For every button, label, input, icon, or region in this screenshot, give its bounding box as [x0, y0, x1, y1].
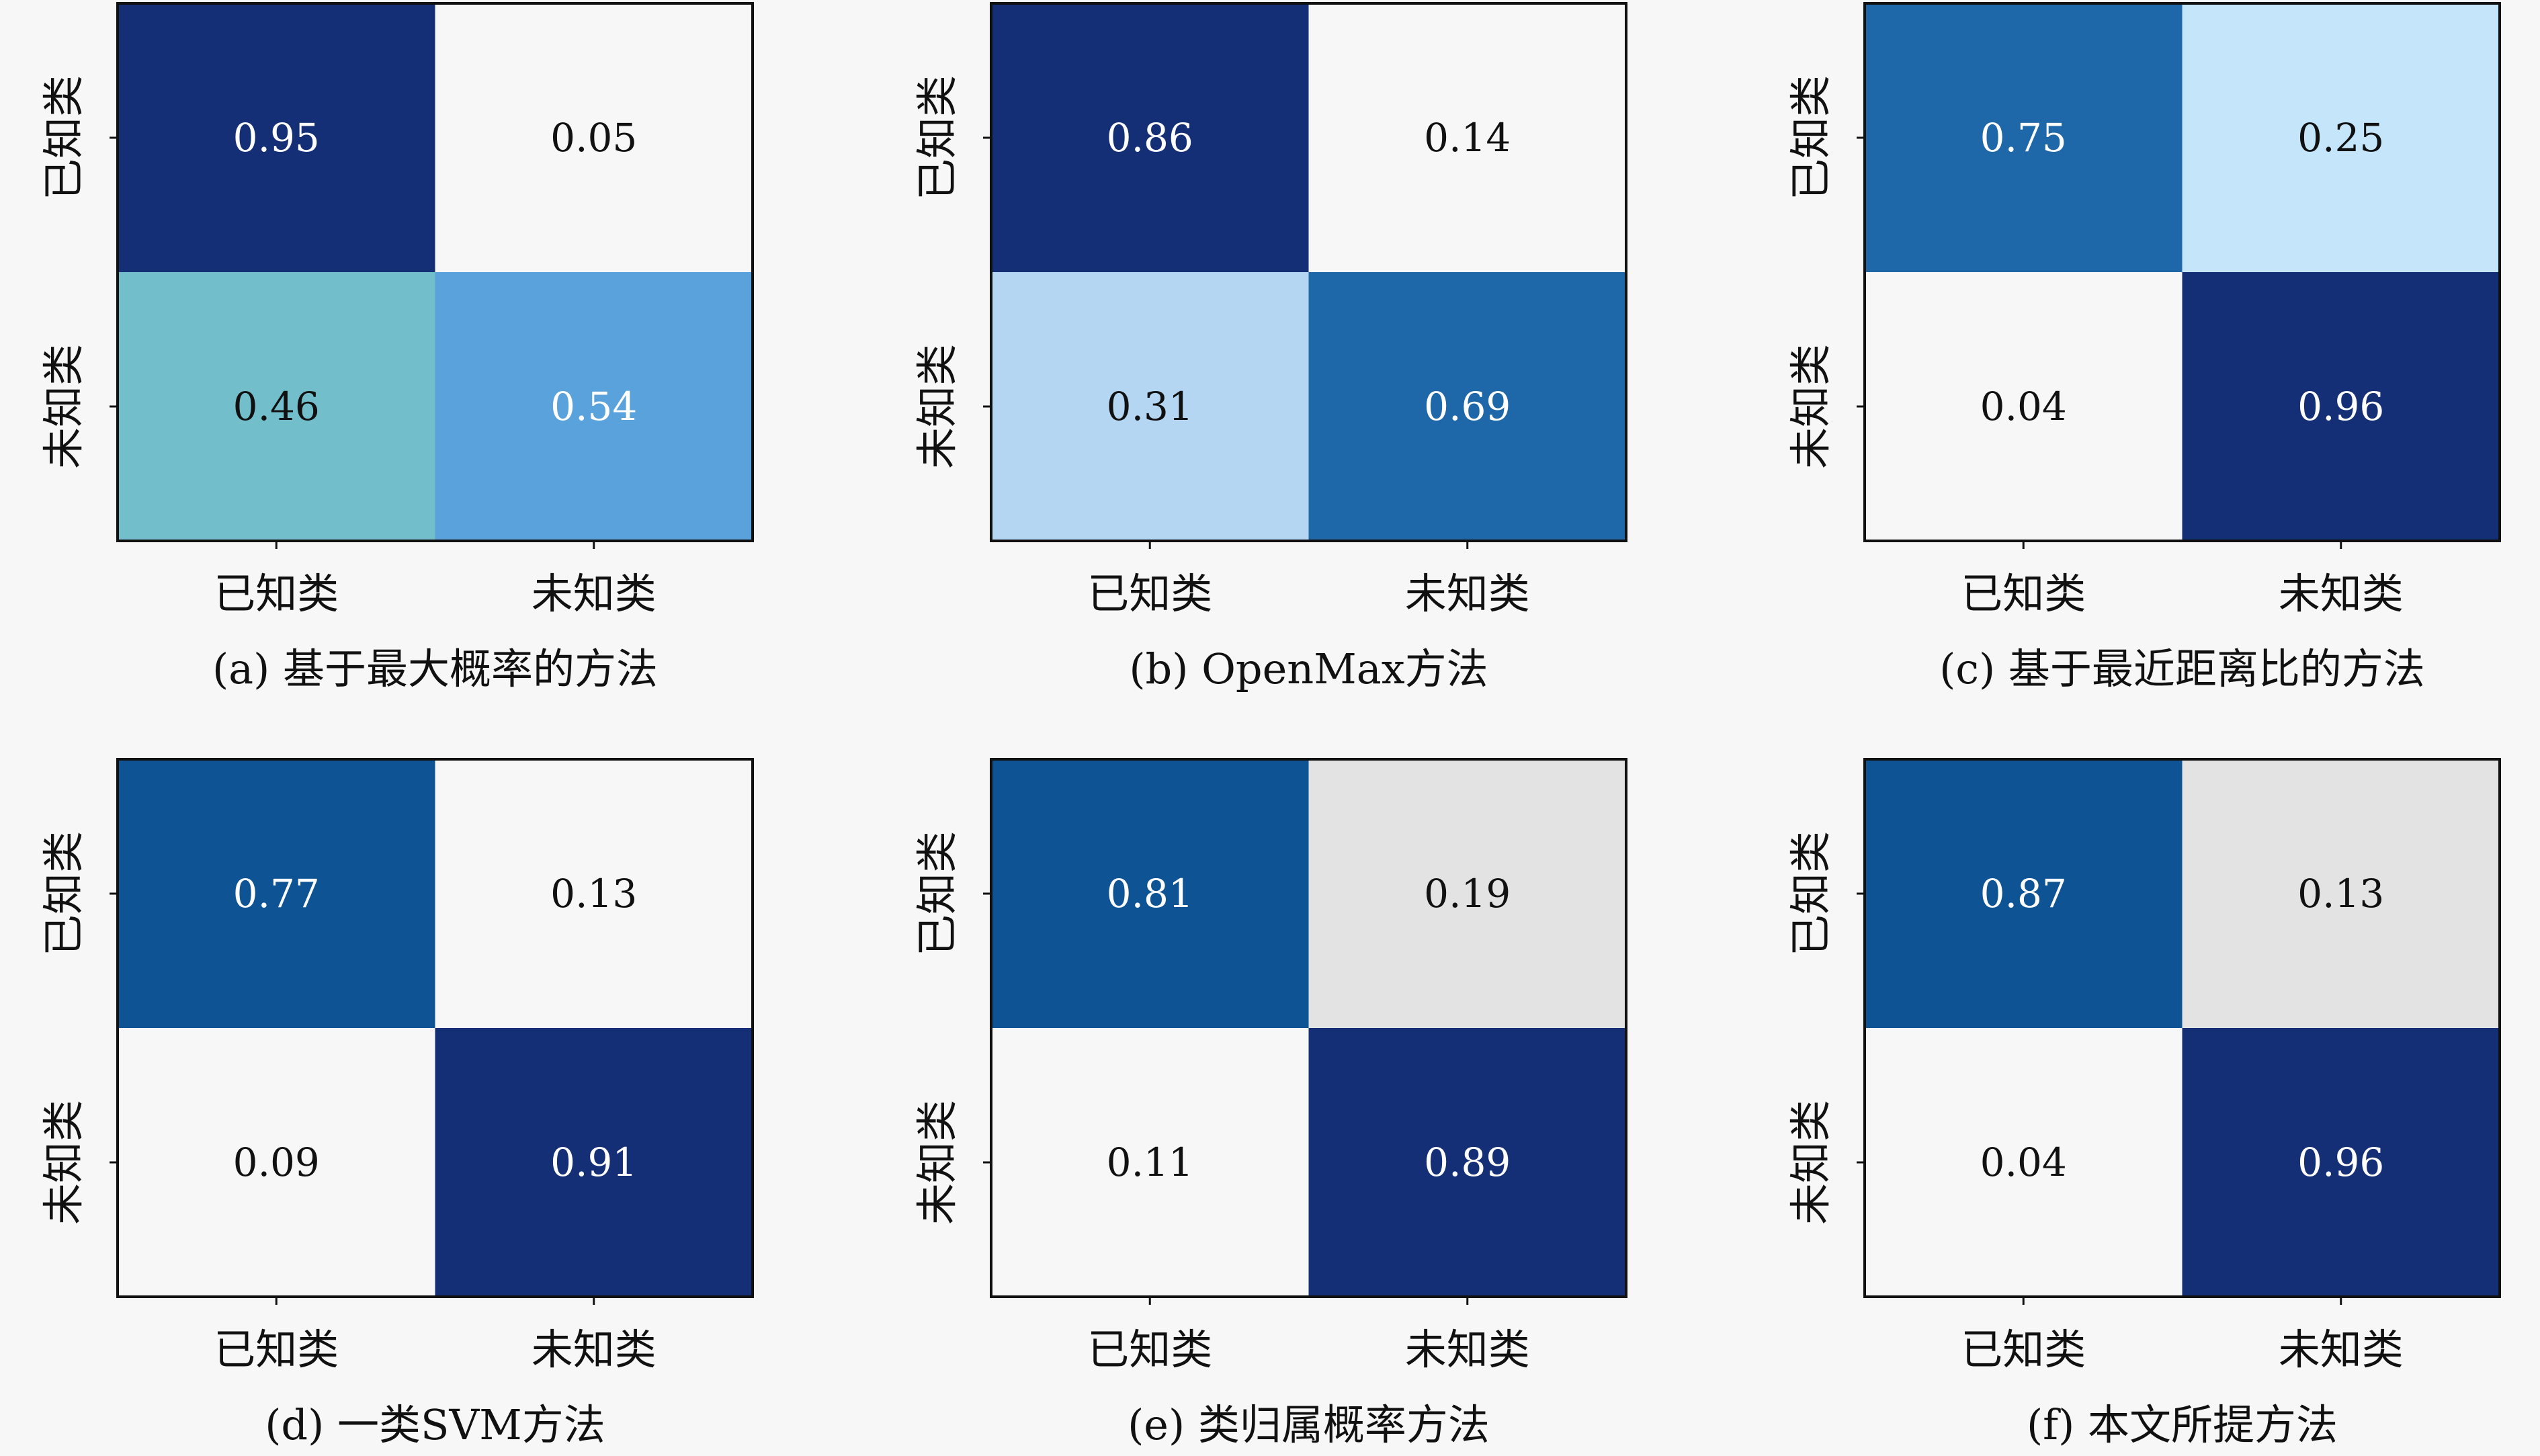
panel-d-cell-1-1 [435, 1028, 753, 1297]
panel-b-value-1-1: 0.69 [1424, 384, 1511, 429]
panel-f-cell-0-1 [2182, 759, 2500, 1028]
panel-e-ytick-label-0: 已知类 [913, 831, 962, 956]
panel-e-caption: (e) 类归属概率方法 [1128, 1400, 1490, 1449]
panel-c-ytick-label-1: 未知类 [1786, 344, 1835, 469]
panel-d-cell-0-1 [435, 759, 753, 1028]
panel-c-value-1-1: 0.96 [2297, 384, 2384, 429]
panel-a-ytick-label-0: 已知类 [39, 75, 88, 200]
panel-c-value-1-0: 0.04 [1980, 384, 2067, 429]
panel-f-cell-0-0 [1865, 759, 2183, 1028]
panel-b-cell-0-1 [1308, 3, 1626, 272]
panel-e-ytick-label-1: 未知类 [913, 1100, 962, 1225]
panel-a-value-0-1: 0.05 [550, 115, 637, 161]
panel-e-cell-0-1 [1308, 759, 1626, 1028]
panel-a-cell-0-0 [118, 3, 435, 272]
panel-d-value-0-0: 0.77 [233, 871, 320, 916]
panel-b-ytick-label-0: 已知类 [913, 75, 962, 200]
panel-e-value-1-0: 0.11 [1107, 1140, 1193, 1185]
panel-a-cell-0-1 [435, 3, 753, 272]
panel-d-caption: (d) 一类SVM方法 [265, 1400, 605, 1449]
panel-d-xtick-label-1: 未知类 [532, 1325, 657, 1374]
panel-b-cell-0-0 [991, 3, 1309, 272]
panel-d-ytick-label-1: 未知类 [39, 1100, 88, 1225]
panel-b-cell-1-0 [991, 272, 1309, 541]
panel-d-cell-1-0 [118, 1028, 435, 1297]
panel-e-cell-1-0 [991, 1028, 1309, 1297]
panel-d-frame [116, 758, 754, 1298]
panel-d-value-1-0: 0.09 [233, 1140, 320, 1185]
panel-a-caption: (a) 基于最大概率的方法 [212, 644, 658, 693]
panel-c-caption: (c) 基于最近距离比的方法 [1939, 644, 2425, 693]
panel-f-frame [1863, 758, 2501, 1298]
panel-f-value-0-0: 0.87 [1980, 871, 2067, 916]
panel-d-ytick-label-0: 已知类 [39, 831, 88, 956]
panel-d-value-1-1: 0.91 [550, 1140, 637, 1185]
panel-f-xtick-label-0: 已知类 [1961, 1325, 2086, 1374]
panel-c-xtick-label-0: 已知类 [1961, 569, 2086, 618]
panel-e-xtick-label-1: 未知类 [1405, 1325, 1530, 1374]
panel-f-value-0-1: 0.13 [2297, 871, 2384, 916]
panel-a-value-0-0: 0.95 [233, 115, 320, 161]
panel-e-cell-1-1 [1308, 1028, 1626, 1297]
panel-c-xtick-label-1: 未知类 [2279, 569, 2404, 618]
panel-b-frame [990, 2, 1627, 542]
panel-f-caption: (f) 本文所提方法 [2027, 1400, 2338, 1449]
panel-f-value-1-1: 0.96 [2297, 1140, 2384, 1185]
panel-f-value-1-0: 0.04 [1980, 1140, 2067, 1185]
panel-e-value-1-1: 0.89 [1424, 1140, 1511, 1185]
panel-f-ytick-label-1: 未知类 [1786, 1100, 1835, 1225]
panel-a-xtick-label-0: 已知类 [214, 569, 339, 618]
panel-e-frame [990, 758, 1627, 1298]
panel-c-frame [1863, 2, 2501, 542]
panel-a-frame [116, 2, 754, 542]
panel-b-cell-1-1 [1308, 272, 1626, 541]
panel-c-ytick-label-0: 已知类 [1786, 75, 1835, 200]
panel-c-value-0-0: 0.75 [1980, 115, 2067, 161]
panel-d-xtick-label-0: 已知类 [214, 1325, 339, 1374]
panel-e-value-0-1: 0.19 [1424, 871, 1511, 916]
panel-b-value-0-1: 0.14 [1424, 115, 1511, 161]
panel-b-ytick-label-1: 未知类 [913, 344, 962, 469]
panel-e-value-0-0: 0.81 [1107, 871, 1193, 916]
panel-e-xtick-label-0: 已知类 [1087, 1325, 1212, 1374]
panel-a-value-1-1: 0.54 [550, 384, 637, 429]
panel-d-value-0-1: 0.13 [550, 871, 637, 916]
panel-a-ytick-label-1: 未知类 [39, 344, 88, 469]
panel-a-cell-1-0 [118, 272, 435, 541]
panel-c-cell-1-0 [1865, 272, 2183, 541]
panel-a-cell-1-1 [435, 272, 753, 541]
panel-b-xtick-label-1: 未知类 [1405, 569, 1530, 618]
panel-f-xtick-label-1: 未知类 [2279, 1325, 2404, 1374]
panel-c-cell-0-0 [1865, 3, 2183, 272]
panel-c-value-0-1: 0.25 [2297, 115, 2384, 161]
panel-a-value-1-0: 0.46 [233, 384, 320, 429]
panel-f-cell-1-1 [2182, 1028, 2500, 1297]
panel-b-value-0-0: 0.86 [1107, 115, 1193, 161]
panel-c-cell-1-1 [2182, 272, 2500, 541]
panel-b-caption: (b) OpenMax方法 [1129, 644, 1488, 693]
panel-d-cell-0-0 [118, 759, 435, 1028]
panel-e-cell-0-0 [991, 759, 1309, 1028]
panel-a-xtick-label-1: 未知类 [532, 569, 657, 618]
panel-b-value-1-0: 0.31 [1107, 384, 1193, 429]
panel-f-ytick-label-0: 已知类 [1786, 831, 1835, 956]
panel-b-xtick-label-0: 已知类 [1087, 569, 1212, 618]
panel-f-cell-1-0 [1865, 1028, 2183, 1297]
panel-c-cell-0-1 [2182, 3, 2500, 272]
